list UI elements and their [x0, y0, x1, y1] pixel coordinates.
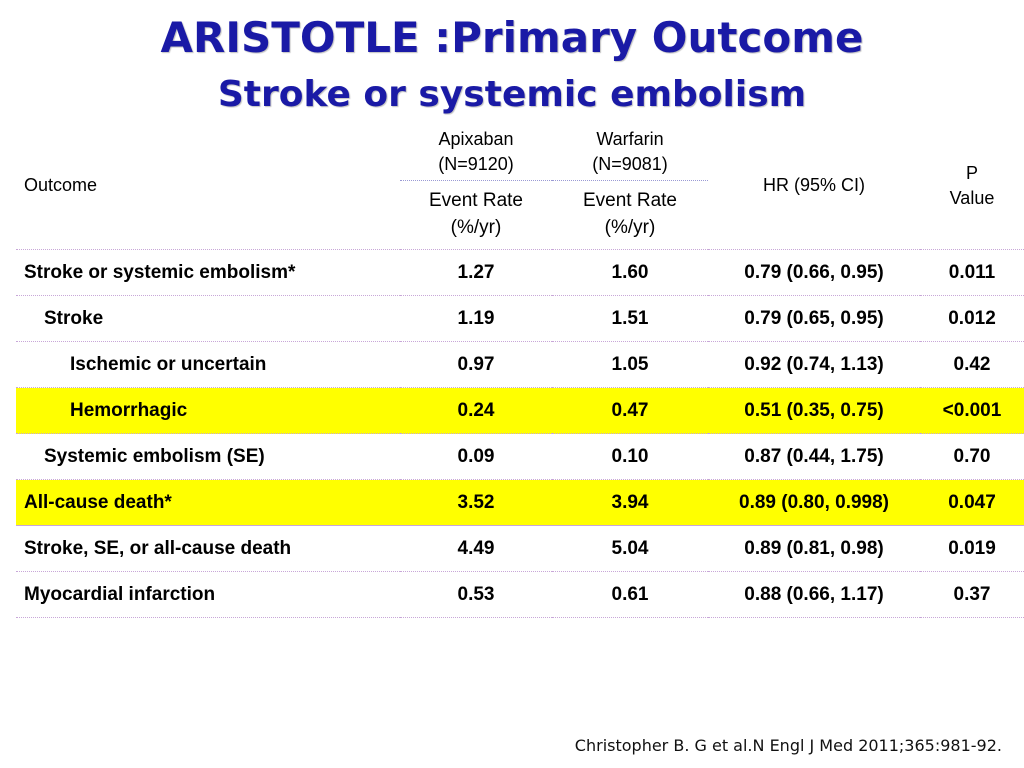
hazard-ratio: 0.88 (0.66, 1.17)	[708, 571, 920, 618]
header-p: P Value	[920, 124, 1024, 247]
p-value: 0.70	[920, 433, 1024, 480]
warfarin-rate: 1.60	[552, 249, 708, 296]
p-value: 0.42	[920, 341, 1024, 388]
hazard-ratio: 0.89 (0.81, 0.98)	[708, 525, 920, 572]
table-row-highlighted: Hemorrhagic 0.24 0.47 0.51 (0.35, 0.75) …	[16, 387, 1024, 434]
p-value: 0.047	[920, 479, 1024, 526]
header-apixaban: Apixaban (N=9120)	[400, 124, 552, 181]
row-label: Systemic embolism (SE)	[16, 433, 400, 480]
outcomes-table: Outcome Apixaban (N=9120) Warfarin (N=90…	[16, 124, 1024, 618]
p-value: 0.011	[920, 249, 1024, 296]
slide-title: ARISTOTLE :Primary Outcome	[160, 13, 864, 62]
header-p-line1: P	[965, 162, 978, 183]
table-row: Ischemic or uncertain 0.97 1.05 0.92 (0.…	[16, 341, 1024, 388]
subheader-warfarin-label: Event Rate	[583, 190, 677, 211]
p-value: 0.012	[920, 295, 1024, 342]
header-hr: HR (95% CI)	[762, 175, 865, 195]
apixaban-rate: 0.09	[400, 433, 552, 480]
p-value: 0.019	[920, 525, 1024, 572]
slide-subtitle: Stroke or systemic embolism	[217, 74, 807, 115]
table-row: Systemic embolism (SE) 0.09 0.10 0.87 (0…	[16, 433, 1024, 480]
apixaban-rate: 0.24	[400, 387, 552, 434]
row-label: Stroke	[16, 295, 400, 342]
hazard-ratio: 0.79 (0.65, 0.95)	[708, 295, 920, 342]
subheader-warfarin-unit: (%/yr)	[604, 217, 656, 238]
row-label: Hemorrhagic	[16, 387, 400, 434]
p-value: <0.001	[920, 387, 1024, 434]
row-label: All-cause death*	[16, 479, 400, 526]
table-row: Stroke or systemic embolism* 1.27 1.60 0…	[16, 249, 1024, 296]
header-warfarin-n: (N=9081)	[592, 154, 668, 174]
warfarin-rate: 0.47	[552, 387, 708, 434]
subheader-apixaban-unit: (%/yr)	[450, 217, 502, 238]
table-row: Stroke, SE, or all-cause death 4.49 5.04…	[16, 525, 1024, 572]
apixaban-rate: 1.19	[400, 295, 552, 342]
row-label: Stroke, SE, or all-cause death	[16, 525, 400, 572]
header-apixaban-name: Apixaban	[438, 129, 514, 149]
apixaban-rate: 0.53	[400, 571, 552, 618]
hazard-ratio: 0.79 (0.66, 0.95)	[708, 249, 920, 296]
hazard-ratio: 0.89 (0.80, 0.998)	[708, 479, 920, 526]
header-outcome: Outcome	[24, 175, 98, 195]
p-value: 0.37	[920, 571, 1024, 618]
table-row: Stroke 1.19 1.51 0.79 (0.65, 0.95) 0.012	[16, 295, 1024, 342]
subheader-apixaban-label: Event Rate	[429, 190, 523, 211]
header-warfarin: Warfarin (N=9081)	[552, 124, 708, 181]
subheader-apixaban: Event Rate (%/yr)	[400, 181, 552, 248]
header-p-line2: Value	[949, 187, 995, 208]
table-row-highlighted: All-cause death* 3.52 3.94 0.89 (0.80, 0…	[16, 479, 1024, 526]
warfarin-rate: 3.94	[552, 479, 708, 526]
header-warfarin-name: Warfarin	[596, 129, 664, 149]
apixaban-rate: 1.27	[400, 249, 552, 296]
row-label: Ischemic or uncertain	[16, 341, 400, 388]
table-subheader-row: Event Rate (%/yr) Event Rate (%/yr)	[16, 181, 1024, 248]
apixaban-rate: 4.49	[400, 525, 552, 572]
table-row: Myocardial infarction 0.53 0.61 0.88 (0.…	[16, 571, 1024, 618]
warfarin-rate: 1.51	[552, 295, 708, 342]
hazard-ratio: 0.92 (0.74, 1.13)	[708, 341, 920, 388]
row-label: Myocardial infarction	[16, 571, 400, 618]
row-label: Stroke or systemic embolism*	[16, 249, 400, 296]
citation: Christopher B. G et al.N Engl J Med 2011…	[574, 736, 1002, 755]
hazard-ratio: 0.51 (0.35, 0.75)	[708, 387, 920, 434]
apixaban-rate: 3.52	[400, 479, 552, 526]
warfarin-rate: 0.61	[552, 571, 708, 618]
subheader-warfarin: Event Rate (%/yr)	[552, 181, 708, 248]
apixaban-rate: 0.97	[400, 341, 552, 388]
warfarin-rate: 1.05	[552, 341, 708, 388]
header-apixaban-n: (N=9120)	[438, 154, 514, 174]
table-header-row: Outcome Apixaban (N=9120) Warfarin (N=90…	[16, 124, 1024, 208]
warfarin-rate: 5.04	[552, 525, 708, 572]
warfarin-rate: 0.10	[552, 433, 708, 480]
hazard-ratio: 0.87 (0.44, 1.75)	[708, 433, 920, 480]
